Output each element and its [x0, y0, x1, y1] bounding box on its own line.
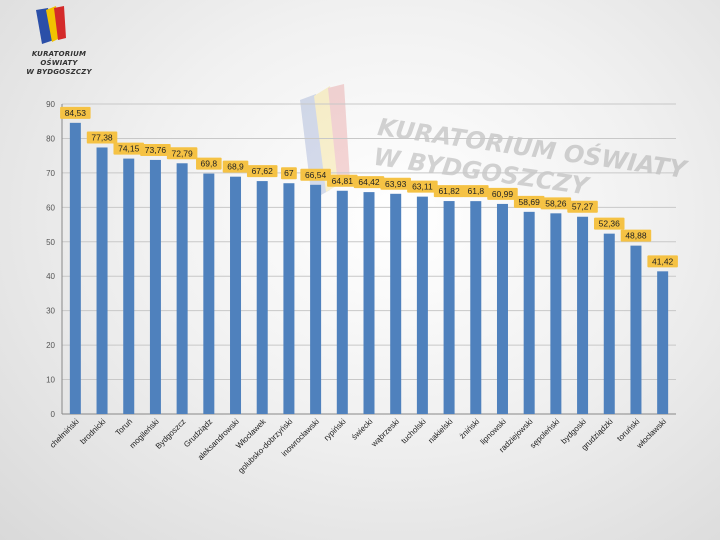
data-label-background [647, 255, 678, 268]
category-label: tucholski [399, 417, 428, 446]
data-label: 57,27 [572, 202, 594, 212]
y-tick-label: 70 [46, 169, 55, 178]
data-label: 61,8 [468, 186, 485, 196]
bar [203, 173, 215, 414]
bar [657, 271, 669, 414]
bar [69, 122, 81, 414]
bar [470, 201, 482, 414]
data-label-background [380, 177, 411, 190]
data-label: 48,88 [625, 231, 647, 241]
data-label-background [594, 217, 625, 230]
data-label-background [407, 180, 438, 193]
category-label: sępoleński [528, 417, 561, 450]
data-label: 84,53 [65, 108, 87, 118]
data-label: 67,62 [252, 166, 274, 176]
category-label: brodnicki [78, 417, 107, 446]
bar [336, 190, 348, 414]
bar [123, 158, 135, 414]
bar [176, 163, 188, 414]
bar [390, 193, 402, 414]
y-tick-label: 20 [46, 341, 55, 350]
bar [577, 216, 589, 414]
logo: KURATORIUM OŚWIATY W BYDGOSZCZY [8, 4, 98, 76]
category-label: nakielski [426, 417, 454, 445]
data-label-background [540, 197, 572, 210]
bar [283, 183, 295, 414]
data-label: 41,42 [652, 256, 674, 266]
data-label-background [620, 229, 652, 242]
data-label-background [353, 176, 385, 189]
data-label-background [567, 200, 598, 213]
data-label-background [487, 187, 518, 200]
data-label: 72,79 [171, 148, 193, 158]
bar [603, 233, 615, 414]
logo-books-icon [36, 6, 66, 44]
data-label: 61,82 [438, 186, 460, 196]
data-label: 68,9 [227, 162, 244, 172]
y-tick-label: 30 [46, 307, 55, 316]
bar [416, 196, 428, 414]
data-label-background [281, 167, 297, 180]
bar [496, 203, 508, 414]
bar [96, 147, 108, 415]
y-tick-label: 0 [51, 410, 56, 419]
logo-line-1: KURATORIUM OŚWIATY [31, 50, 87, 67]
data-label: 64,81 [332, 176, 354, 186]
y-tick-label: 80 [46, 134, 55, 143]
data-label: 52,36 [599, 219, 621, 229]
data-label-background [86, 131, 118, 144]
data-label: 60,99 [492, 189, 514, 199]
data-label-background [246, 165, 278, 178]
data-label-background [140, 143, 171, 156]
bar [256, 181, 268, 414]
data-label: 67 [284, 168, 294, 178]
data-label: 58,69 [519, 197, 541, 207]
data-label: 69,8 [201, 159, 218, 169]
bar [550, 213, 562, 414]
data-label: 66,54 [305, 170, 327, 180]
data-label-background [327, 174, 358, 187]
bar [310, 184, 322, 414]
data-label: 77,38 [91, 132, 113, 142]
y-tick-label: 10 [46, 376, 55, 385]
y-tick-label: 50 [46, 238, 55, 247]
data-label: 58,26 [545, 198, 567, 208]
category-label: toruński [615, 417, 641, 443]
data-label-background [462, 185, 489, 198]
bar [149, 159, 161, 414]
data-label: 74,15 [118, 144, 140, 154]
data-label: 63,93 [385, 179, 407, 189]
y-tick-label: 60 [46, 203, 55, 212]
data-label-background [113, 142, 144, 155]
data-label-background [166, 147, 198, 160]
data-label: 64,42 [358, 177, 380, 187]
data-label-background [433, 185, 465, 198]
category-label: świecki [350, 417, 375, 442]
y-tick-label: 90 [46, 100, 55, 109]
data-label-background [513, 195, 545, 208]
data-label: 63,11 [412, 182, 433, 192]
data-label-background [196, 157, 222, 170]
bar [230, 176, 242, 414]
data-label-background [222, 160, 249, 173]
category-label: wąbrzeski [369, 417, 401, 449]
logo-line-2: W BYDGOSZCZY [26, 68, 92, 76]
data-label-background [60, 106, 91, 119]
logo-text: KURATORIUM OŚWIATY W BYDGOSZCZY [14, 50, 104, 77]
data-label-background [300, 168, 331, 181]
bar [363, 192, 375, 414]
bar [630, 245, 642, 414]
category-label: chełmiński [48, 417, 81, 450]
category-label: rypiński [322, 417, 348, 443]
bar [523, 211, 535, 414]
category-label: Toruń [114, 417, 135, 438]
bar [443, 201, 455, 414]
category-label: żniński [458, 417, 482, 441]
data-label: 73,76 [145, 145, 167, 155]
y-tick-label: 40 [46, 272, 55, 281]
